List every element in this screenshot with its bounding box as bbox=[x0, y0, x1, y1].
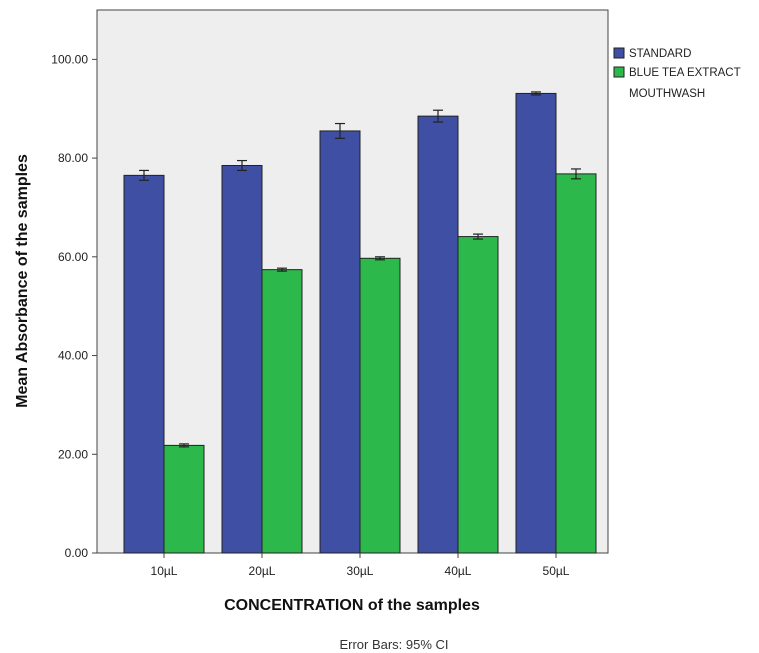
y-tick-label: 0.00 bbox=[65, 546, 89, 560]
legend-swatch-blue-tea bbox=[613, 66, 625, 78]
bar-blue-tea-1 bbox=[163, 444, 205, 554]
error-bars-note: Error Bars: 95% CI bbox=[339, 637, 448, 652]
y-tick-label: 80.00 bbox=[58, 151, 88, 165]
y-tick-label: 100.00 bbox=[51, 52, 88, 66]
bar-standard-3 bbox=[319, 130, 361, 554]
bar-standard-5 bbox=[515, 92, 557, 554]
bar-standard-4 bbox=[417, 115, 459, 554]
bar-blue-tea-3 bbox=[359, 257, 401, 554]
bar-standard-1 bbox=[123, 174, 165, 554]
legend-swatch-standard bbox=[613, 47, 625, 59]
error-bars-group bbox=[139, 91, 581, 448]
legend-label-blue-tea: BLUE TEA EXTRACT MOUTHWASH bbox=[629, 67, 741, 100]
y-axis-title: Mean Absorbance of the samples bbox=[14, 154, 31, 408]
x-tick-label: 20µL bbox=[249, 564, 276, 578]
bar-blue-tea-4 bbox=[457, 236, 499, 554]
y-tick-label: 60.00 bbox=[58, 250, 88, 264]
x-tick-label: 30µL bbox=[347, 564, 374, 578]
x-tick-label: 50µL bbox=[543, 564, 570, 578]
x-tick-label: 10µL bbox=[151, 564, 178, 578]
bar-standard-2 bbox=[221, 164, 263, 554]
y-tick-label: 20.00 bbox=[58, 447, 88, 461]
bar-blue-tea-5 bbox=[555, 173, 597, 554]
y-tick-label: 40.00 bbox=[58, 349, 88, 363]
legend-label-standard: STANDARD bbox=[629, 48, 691, 60]
x-axis-title: CONCENTRATION of the samples bbox=[224, 597, 480, 614]
bars-group bbox=[123, 92, 597, 554]
legend: STANDARD BLUE TEA EXTRACT MOUTHWASH bbox=[613, 47, 741, 100]
bar-blue-tea-2 bbox=[261, 269, 303, 554]
x-axis: 10µL 20µL 30µL 40µL 50µL bbox=[151, 553, 570, 578]
x-tick-label: 40µL bbox=[445, 564, 472, 578]
y-axis: 0.00 20.00 40.00 60.00 80.00 100.00 bbox=[51, 52, 97, 560]
